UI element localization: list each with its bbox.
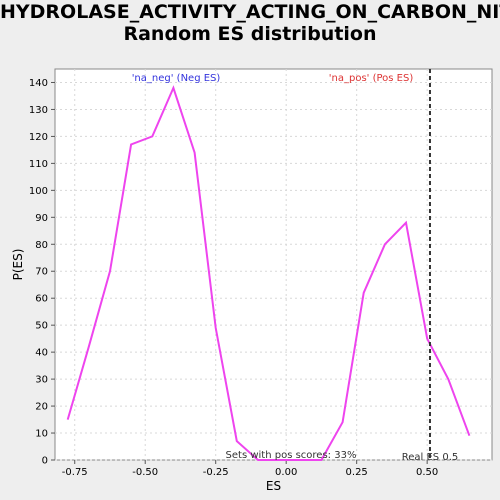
x-tick-label: -0.50	[132, 467, 158, 478]
x-tick-label: 0.25	[346, 467, 368, 478]
x-axis-label: ES	[266, 479, 281, 493]
y-tick-label: 140	[29, 78, 48, 89]
y-axis: 0 10 20 30 40 50 60 70 80 90 100 110 120 130 140	[29, 78, 55, 467]
y-tick-label: 40	[35, 348, 48, 359]
x-tick-label: -0.75	[62, 467, 88, 478]
y-tick-label: 30	[35, 375, 48, 386]
pos-es-label: 'na_pos' (Pos ES)	[329, 73, 414, 84]
x-axis: -0.75 -0.50 -0.25 0.00 0.25 0.50	[62, 460, 438, 478]
y-tick-label: 130	[29, 105, 48, 116]
neg-es-label: 'na_neg' (Neg ES)	[132, 73, 221, 84]
real-es-label: Real ES 0.5	[402, 452, 458, 463]
y-tick-label: 100	[29, 186, 48, 197]
y-tick-label: 70	[35, 267, 48, 278]
x-tick-label: 0.50	[416, 467, 438, 478]
y-tick-label: 10	[35, 429, 48, 440]
y-tick-label: 80	[35, 240, 48, 251]
y-tick-label: 110	[29, 159, 48, 170]
x-tick-label: 0.00	[275, 467, 297, 478]
y-axis-label: P(ES)	[11, 249, 25, 281]
y-tick-label: 60	[35, 294, 48, 305]
x-tick-label: -0.25	[203, 467, 229, 478]
y-tick-label: 0	[42, 456, 48, 467]
y-tick-label: 90	[35, 213, 48, 224]
y-tick-label: 20	[35, 402, 48, 413]
y-tick-label: 50	[35, 321, 48, 332]
series-line	[66, 85, 471, 461]
chart-title: HYDROLASE_ACTIVITY_ACTING_ON_CARBON_NITR…	[0, 1, 500, 45]
sets-pos-scores-label: Sets with pos scores: 33%	[226, 450, 357, 461]
y-tick-label: 120	[29, 132, 48, 143]
plot-area	[54, 68, 493, 461]
